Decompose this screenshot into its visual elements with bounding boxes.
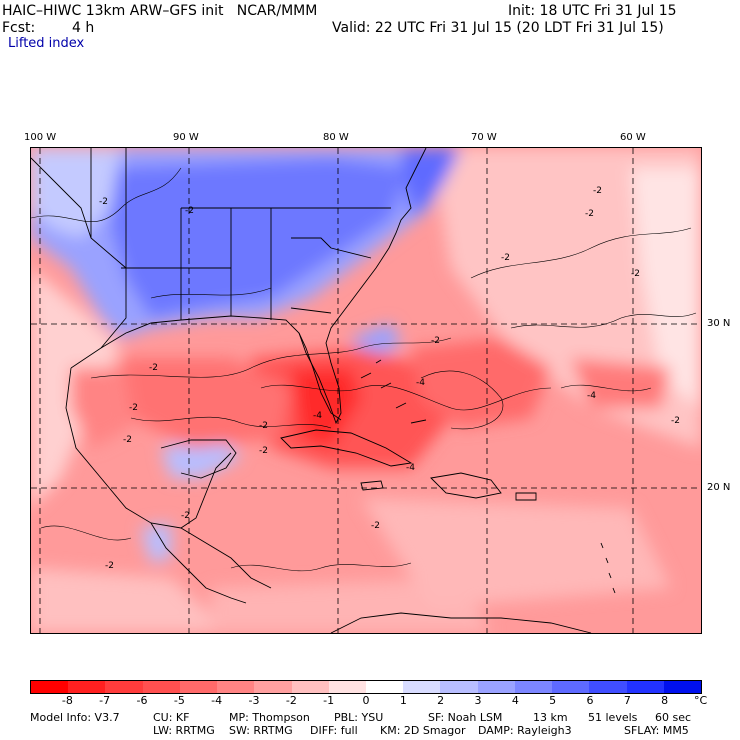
colorbar-swatch — [663, 681, 701, 693]
lifted-index-map[interactable]: -2 -2 -2 -2 -2 -2 -2 -2 -2 -4 -4 -4 -2 -… — [31, 148, 701, 633]
damping-setting: DAMP: Rayleigh3 — [478, 724, 572, 737]
contour-label: -2 — [149, 363, 158, 373]
colorbar-tick-label: -2 — [285, 694, 297, 707]
contour-label: -4 — [406, 463, 415, 473]
graticule — [31, 148, 701, 633]
colorbar-swatch — [31, 681, 69, 693]
colorbar-tick-label: 6 — [586, 694, 594, 707]
lon-label-90w: 90 W — [173, 132, 199, 143]
surface-scheme: SF: Noah LSM — [428, 711, 503, 724]
contour-label: -2 — [123, 435, 132, 445]
lat-label-30n: 30 N — [707, 318, 731, 329]
colorbar-tick-label: -3 — [248, 694, 260, 707]
valid-time: Valid: 22 UTC Fri 31 Jul 15 (20 LDT Fri … — [332, 20, 664, 36]
pbl-scheme: PBL: YSU — [334, 711, 384, 724]
contour-label: -2 — [259, 421, 268, 431]
colorbar-tick-label: 8 — [661, 694, 669, 707]
colorbar-tick-label: 4 — [511, 694, 519, 707]
contour-label: -4 — [416, 378, 425, 388]
forecast-hour: 4 h — [72, 20, 95, 36]
colorbar-swatch — [589, 681, 627, 693]
cumulus-scheme: CU: KF — [153, 711, 190, 724]
model-info: Model Info: V3.7 — [30, 711, 120, 724]
lat-label-20n: 20 N — [707, 482, 731, 493]
contour-label: -2 — [259, 446, 268, 456]
field-name: Lifted index — [8, 36, 85, 51]
contour-label-group: -2 -2 -2 -2 -2 -2 -2 -2 -2 -4 -4 -4 -2 -… — [99, 186, 680, 571]
lon-label-100w: 100 W — [24, 132, 57, 143]
colorbar-tick-label: 0 — [362, 694, 370, 707]
colorbar-swatch — [142, 681, 180, 693]
grid-resolution: 13 km — [533, 711, 568, 724]
contour-label: -2 — [431, 336, 440, 346]
colorbar-tick-label: -6 — [136, 694, 148, 707]
contour-label: -2 — [129, 403, 138, 413]
contour-label: -2 — [593, 186, 602, 196]
lon-label-60w: 60 W — [620, 132, 646, 143]
colorbar-swatch — [440, 681, 478, 693]
colorbar-swatch — [105, 681, 143, 693]
colorbar-labels: -8 -7 -6 -5 -4 -3 -2 -1 0 1 2 3 4 5 6 7 8 — [30, 694, 702, 708]
colorbar-tick-label: 1 — [399, 694, 407, 707]
colorbar-tick-label: 5 — [549, 694, 557, 707]
colorbar-swatch — [328, 681, 366, 693]
colorbar-tick-label: -7 — [99, 694, 111, 707]
colorbar-swatch — [291, 681, 329, 693]
colorbar-swatch — [68, 681, 106, 693]
colorbar-tick-label: -4 — [211, 694, 223, 707]
colorbar-swatch — [403, 681, 441, 693]
coastlines — [31, 148, 616, 633]
colorbar-tick-label: 7 — [623, 694, 631, 707]
lon-label-70w: 70 W — [471, 132, 497, 143]
colorbar-tick-label: 3 — [474, 694, 482, 707]
shortwave-scheme: SW: RRTMG — [229, 724, 293, 737]
colorbar-tick-label: -5 — [173, 694, 185, 707]
colorbar-unit: °C — [694, 694, 708, 707]
contour-label: -2 — [105, 561, 114, 571]
colorbar-swatch — [626, 681, 664, 693]
colorbar-swatch — [552, 681, 590, 693]
contour-label: -2 — [671, 416, 680, 426]
contour-label: -2 — [501, 253, 510, 263]
longwave-scheme: LW: RRTMG — [153, 724, 215, 737]
product-title: HAIC–HIWC 13km ARW–GFS init NCAR/MMM — [2, 3, 318, 19]
contour-lines — [31, 167, 697, 572]
colorbar-tick-label: -1 — [323, 694, 335, 707]
diffusion-setting: DIFF: full — [310, 724, 358, 737]
colorbar — [30, 680, 702, 694]
contour-label: -4 — [587, 391, 596, 401]
colorbar-swatch — [179, 681, 218, 693]
contour-label: -2 — [181, 511, 190, 521]
contour-label: -2 — [99, 197, 108, 207]
forecast-label: Fcst: — [2, 20, 36, 36]
colorbar-swatch — [365, 681, 404, 693]
colorbar-swatch — [514, 681, 553, 693]
colorbar-tick-label: -8 — [61, 694, 73, 707]
lon-label-80w: 80 W — [323, 132, 349, 143]
colorbar-swatch — [217, 681, 255, 693]
field-shading — [31, 148, 701, 633]
init-time: Init: 18 UTC Fri 31 Jul 15 — [508, 3, 677, 19]
surface-layer-scheme: SFLAY: MM5 — [624, 724, 689, 737]
map-panel[interactable]: -2 -2 -2 -2 -2 -2 -2 -2 -2 -4 -4 -4 -2 -… — [30, 147, 702, 634]
colorbar-swatch — [254, 681, 292, 693]
contour-label: -2 — [585, 209, 594, 219]
colorbar-swatch — [477, 681, 515, 693]
contour-label: -2 — [185, 206, 194, 216]
colorbar-tick-label: 2 — [437, 694, 445, 707]
microphysics-scheme: MP: Thompson — [229, 711, 310, 724]
km-setting: KM: 2D Smagor — [380, 724, 466, 737]
contour-label: -2 — [631, 269, 640, 279]
vertical-levels: 51 levels — [588, 711, 638, 724]
contour-label: -4 — [313, 411, 322, 421]
time-step: 60 sec — [655, 711, 692, 724]
contour-label: -2 — [371, 521, 380, 531]
